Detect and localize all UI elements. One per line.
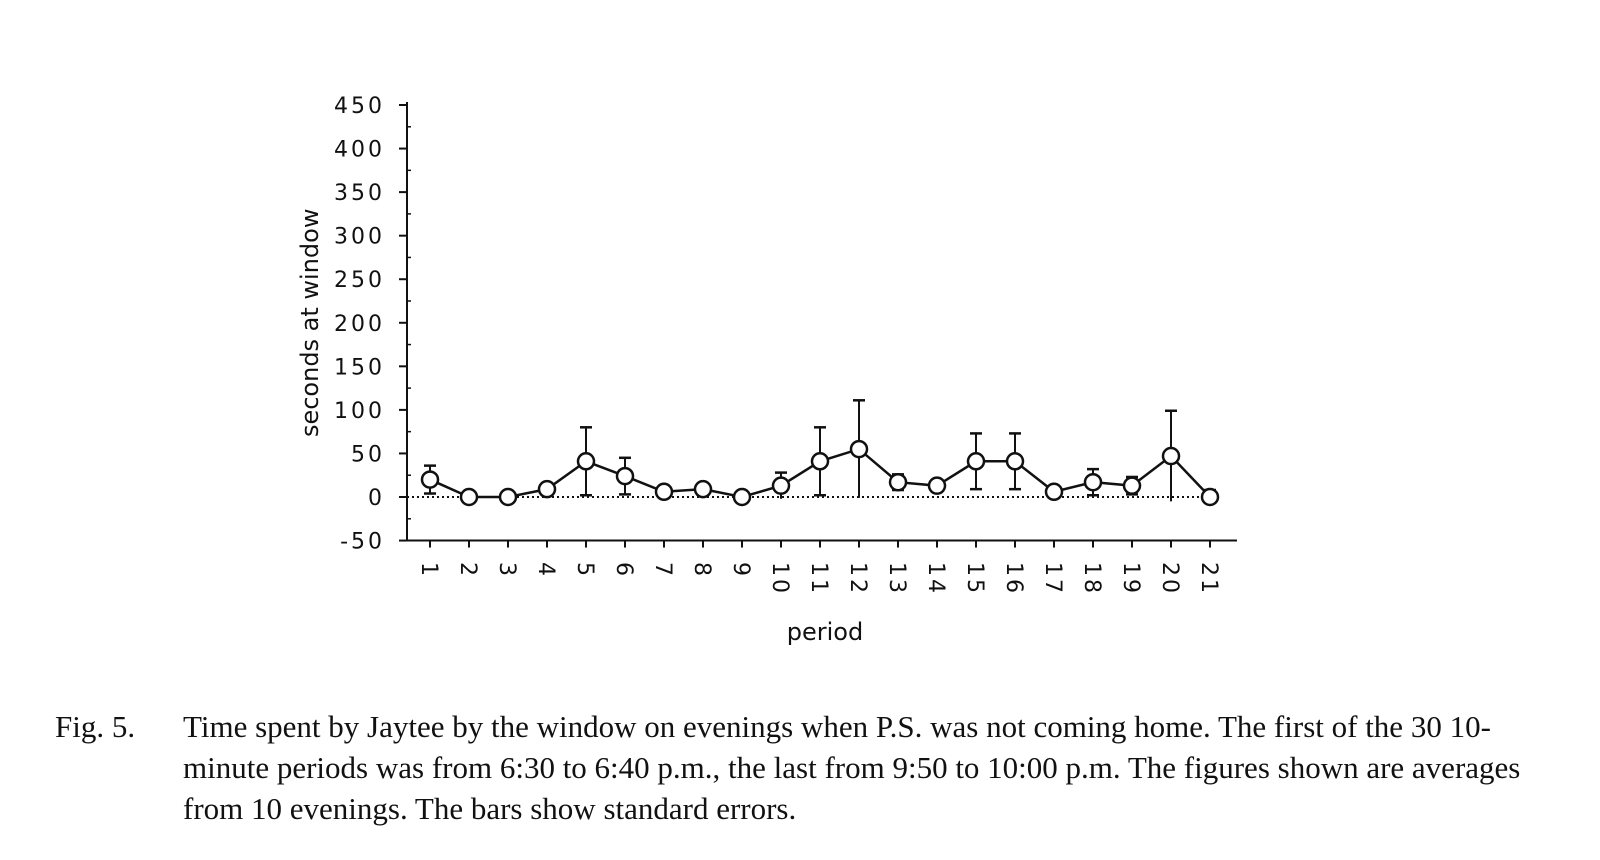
x-tick-label: 3 — [494, 562, 519, 579]
data-point — [849, 439, 869, 459]
x-tick-label: 4 — [533, 562, 558, 579]
data-point — [1200, 487, 1220, 507]
x-tick-label: 15 — [962, 562, 987, 596]
data-point — [420, 470, 440, 489]
y-tick-label: 250 — [334, 268, 385, 293]
data-point — [693, 479, 713, 499]
x-tick-label: 2 — [455, 562, 480, 579]
data-point — [1122, 476, 1142, 495]
data-point — [537, 479, 557, 499]
x-tick-label: 10 — [767, 562, 792, 596]
data-point — [888, 472, 908, 492]
data-point — [771, 476, 791, 495]
data-point — [810, 452, 830, 471]
y-tick-label: 150 — [334, 355, 385, 380]
y-tick-label: 50 — [351, 442, 385, 467]
y-tick-label: 0 — [368, 486, 385, 511]
data-point — [459, 487, 479, 507]
data-point — [1005, 452, 1025, 471]
y-axis-label: seconds at window — [296, 209, 324, 438]
data-point — [732, 487, 752, 507]
figure-caption: Fig. 5. Time spent by Jaytee by the wind… — [55, 706, 1535, 829]
caption-text: Time spent by Jaytee by the window on ev… — [183, 709, 1521, 826]
data-point — [654, 482, 674, 502]
data-point — [927, 476, 947, 495]
data-point — [966, 452, 986, 471]
x-tick-label: 21 — [1196, 562, 1221, 596]
x-tick-label: 5 — [572, 562, 597, 579]
y-tick-label: 100 — [334, 399, 385, 424]
x-tick-label: 14 — [923, 562, 948, 596]
x-tick-label: 1 — [416, 562, 441, 579]
x-tick-label: 17 — [1040, 562, 1065, 596]
data-point — [1161, 446, 1181, 466]
x-tick-label: 19 — [1118, 562, 1143, 596]
data-point — [615, 466, 635, 486]
y-tick-label: 200 — [334, 312, 385, 337]
y-tick-label: 450 — [334, 94, 385, 119]
x-tick-label: 9 — [728, 562, 753, 579]
x-tick-label: 7 — [650, 562, 675, 579]
y-tick-label: 350 — [334, 181, 385, 206]
x-axis-label: period — [787, 618, 863, 646]
y-tick-label: 400 — [334, 138, 385, 163]
caption-label: Fig. 5. — [55, 709, 136, 744]
x-tick-label: 13 — [884, 562, 909, 596]
x-tick-label: 16 — [1001, 562, 1026, 596]
data-point — [1083, 472, 1103, 492]
y-tick-label: 300 — [334, 225, 385, 250]
x-tick-label: 8 — [689, 562, 714, 579]
x-tick-label: 18 — [1079, 562, 1104, 596]
data-point — [498, 487, 518, 507]
data-point — [1044, 482, 1064, 502]
y-tick-label: -50 — [340, 530, 385, 555]
chart: 450 400 350 300 250 200 150 100 50 0 -50 seconds at… — [296, 94, 1237, 646]
x-tick-label: 6 — [611, 562, 636, 579]
x-tick-label: 11 — [806, 562, 831, 596]
data-point — [576, 452, 596, 471]
x-tick-label: 12 — [845, 562, 870, 596]
x-tick-label: 20 — [1157, 562, 1182, 596]
